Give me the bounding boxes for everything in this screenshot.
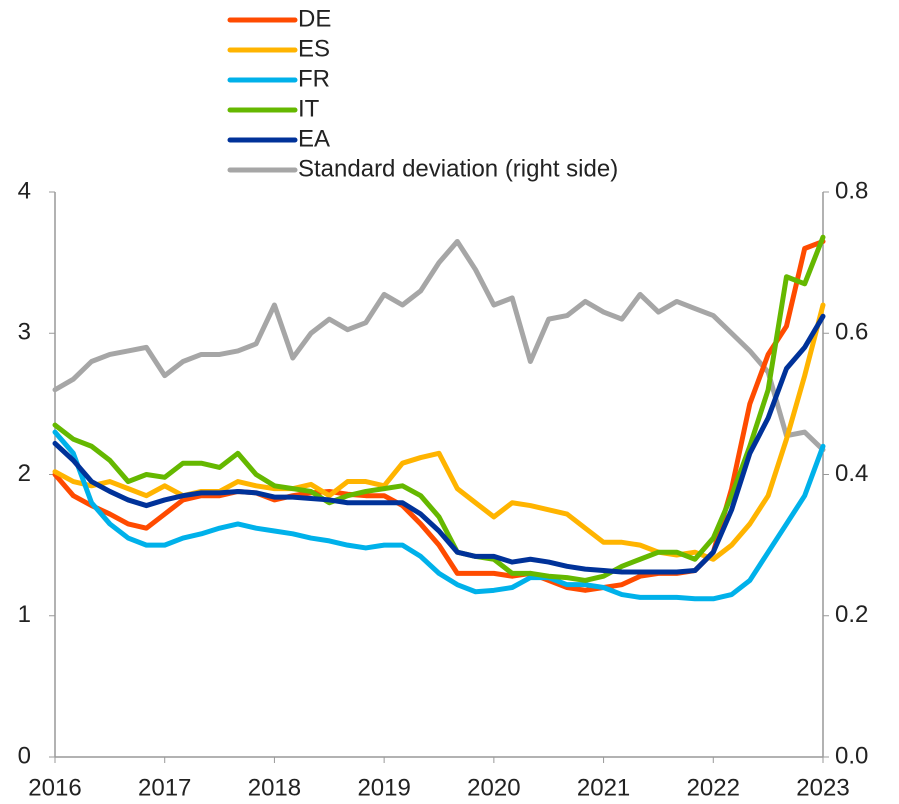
series-line	[52, 234, 826, 583]
y2-tick-label: 0.2	[835, 601, 868, 628]
x-tick-label: 2016	[28, 774, 81, 801]
y-tick-label: 2	[18, 460, 31, 487]
y-tick-label: 3	[18, 319, 31, 346]
y2-tick-label: 0.8	[835, 177, 868, 204]
legend-label: IT	[298, 95, 320, 122]
series-line	[52, 429, 826, 602]
y2-tick-label: 0.4	[835, 460, 868, 487]
legend-label: ES	[298, 35, 330, 62]
y2-tick-label: 0.0	[835, 742, 868, 769]
legend-label: FR	[298, 65, 330, 92]
x-tick-label: 2023	[796, 774, 849, 801]
x-tick-label: 2019	[357, 774, 410, 801]
series-line	[52, 238, 826, 593]
x-tick-label: 2022	[687, 774, 740, 801]
series-line	[52, 313, 826, 575]
y2-tick-label: 0.6	[835, 319, 868, 346]
x-tick-label: 2020	[467, 774, 520, 801]
legend-label: EA	[298, 125, 330, 152]
x-tick-label: 2018	[248, 774, 301, 801]
x-tick-label: 2021	[577, 774, 630, 801]
y-tick-label: 1	[18, 601, 31, 628]
x-tick-label: 2017	[138, 774, 191, 801]
legend-label: Standard deviation (right side)	[298, 155, 618, 182]
series-line	[52, 238, 826, 453]
legend-label: DE	[298, 5, 331, 32]
y-tick-label: 0	[18, 742, 31, 769]
y-tick-label: 4	[18, 177, 31, 204]
